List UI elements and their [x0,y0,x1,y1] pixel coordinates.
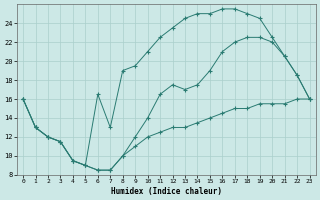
X-axis label: Humidex (Indice chaleur): Humidex (Indice chaleur) [111,187,222,196]
